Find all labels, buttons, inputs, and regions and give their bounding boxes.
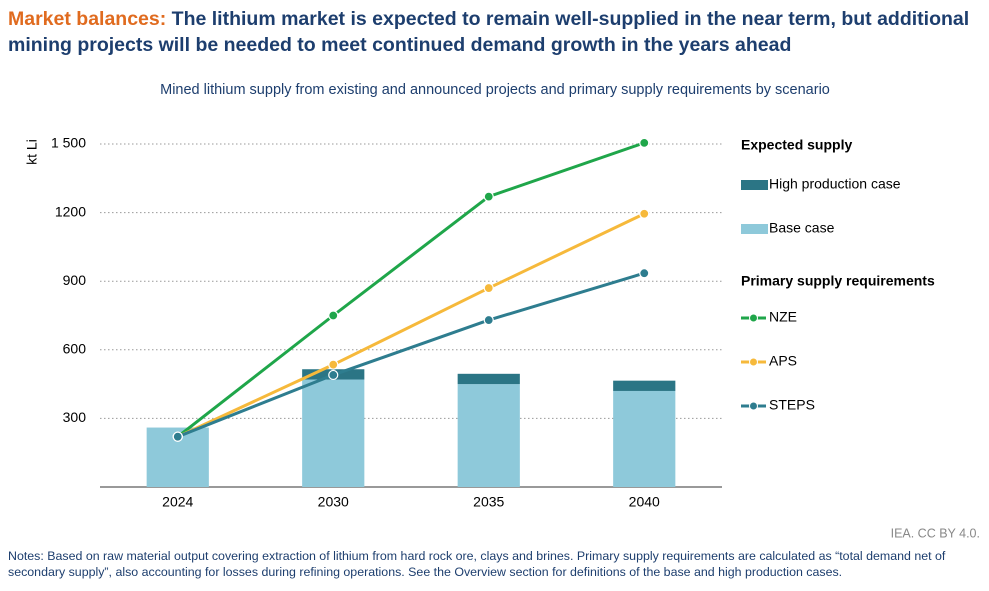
line [176,141,645,438]
chart-title: The lithium market is expected to remain… [8,8,970,56]
title-block: Market balances: The lithium market is e… [8,6,983,58]
y-tick-label: 1200 [55,203,86,219]
bar [457,384,520,487]
y-tick-label: 1 500 [51,135,86,151]
legend-marker [749,357,758,367]
bar [302,379,365,487]
bar [613,390,676,487]
y-tick-label: 900 [63,272,87,288]
legend-title: Primary supply requirements [741,273,935,289]
line [177,212,645,439]
chart-subtitle: Mined lithium supply from existing and a… [160,82,830,98]
legend-label: High production case [769,176,901,192]
x-tick-label: 2040 [629,494,660,510]
source: IEA. CC BY 4.0. [891,526,980,540]
legend-label: APS [769,353,797,369]
marker [328,359,339,370]
legend-swatch [741,224,768,234]
marker [483,191,494,202]
x-tick-label: 2035 [473,494,504,510]
marker [328,310,339,321]
y-tick-label: 600 [63,341,87,357]
marker [639,137,650,148]
y-tick-label: 300 [63,409,87,425]
legend-marker [749,313,758,323]
y-axis-label: kt Li [24,139,40,165]
x-tick-label: 2024 [162,494,193,510]
bar [457,373,520,385]
marker [172,431,183,442]
legend-title: Expected supply [741,137,852,153]
title-lead: Market balances: [8,8,167,30]
marker [639,208,650,219]
marker [328,369,339,381]
notes: Notes: Based on raw material output cove… [8,549,946,579]
marker [483,282,494,294]
bar [613,380,676,391]
line [177,271,645,439]
legend-label: Base case [769,220,835,236]
legend-label: NZE [769,309,797,325]
marker [483,314,494,326]
legend-swatch [741,180,768,190]
marker [639,268,650,279]
legend-marker [749,401,758,411]
chart: Mined lithium supply from existing and a… [24,82,980,540]
legend-label: STEPS [769,397,815,413]
x-tick-label: 2030 [318,494,349,510]
